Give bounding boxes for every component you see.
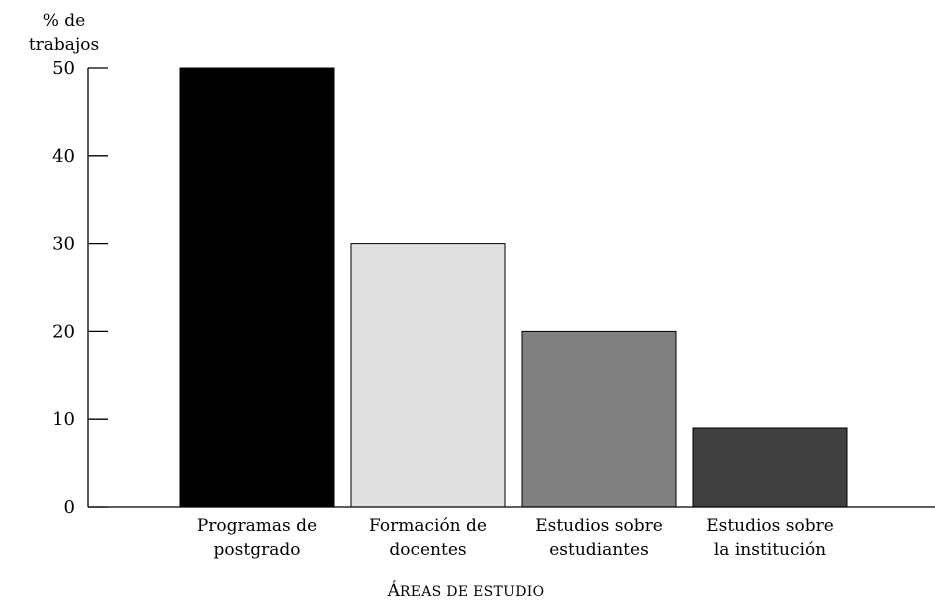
y-tick-label: 20 <box>52 321 75 342</box>
category-label: postgrado <box>214 540 301 560</box>
bar <box>521 330 677 508</box>
category-label: Estudios sobre <box>706 516 834 536</box>
y-tick-label: 40 <box>52 146 75 167</box>
y-tick-label: 50 <box>52 58 75 79</box>
y-axis: 0 10 20 30 40 50 <box>52 58 108 518</box>
bar <box>179 67 335 508</box>
category-label: Programas de <box>197 516 317 536</box>
category-label: la institución <box>714 540 826 560</box>
y-axis-label-line-1: % de <box>43 11 86 31</box>
x-axis-label-initial: Á <box>387 580 401 600</box>
y-tick-label: 10 <box>52 409 75 430</box>
category-label: Formación de <box>369 516 487 536</box>
bar <box>692 427 848 508</box>
category-label: estudiantes <box>549 540 649 560</box>
y-axis-label: % de trabajos <box>29 11 99 55</box>
category-label: Estudios sobre <box>535 516 663 536</box>
bars <box>179 67 848 508</box>
x-axis-label-rest: REAS DE ESTUDIO <box>400 584 545 600</box>
y-tick-label: 0 <box>64 497 75 518</box>
category-label: docentes <box>389 540 466 560</box>
category-labels: Programas de postgrado Formación de docente… <box>197 516 834 560</box>
y-axis-label-line-2: trabajos <box>29 35 99 55</box>
y-tick-label: 30 <box>52 234 75 255</box>
bar <box>350 243 506 508</box>
x-axis-label: ÁREAS DE ESTUDIO <box>387 580 545 600</box>
